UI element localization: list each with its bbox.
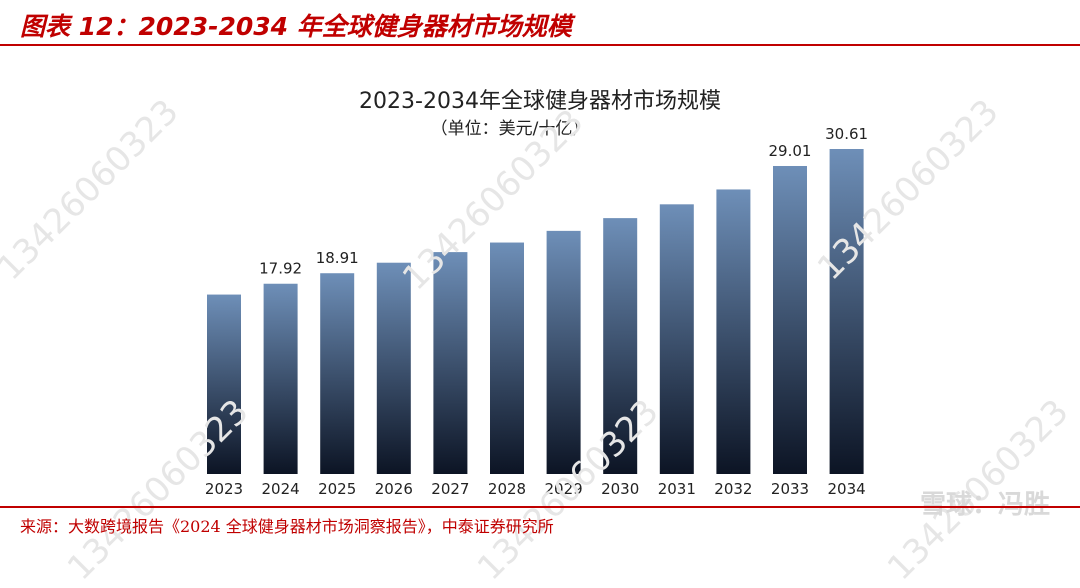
x-tick-label-2034: 2034 bbox=[828, 480, 866, 498]
bar-2023 bbox=[207, 294, 241, 474]
x-tick-label-2027: 2027 bbox=[431, 480, 469, 498]
x-tick-label-2031: 2031 bbox=[658, 480, 696, 498]
data-label-2024: 17.92 bbox=[259, 260, 302, 278]
bar-2034 bbox=[829, 149, 864, 474]
bar-2024 bbox=[263, 283, 298, 474]
figure-title: 图表 12：2023-2034 年全球健身器材市场规模 bbox=[20, 12, 572, 41]
x-tick-label-2033: 2033 bbox=[771, 480, 809, 498]
data-label-2033: 29.01 bbox=[769, 142, 812, 160]
x-tick-label-2030: 2030 bbox=[601, 480, 639, 498]
x-tick-label-2029: 2029 bbox=[545, 480, 583, 498]
data-labels: 17.92 18.91 29.01 30.61 bbox=[259, 125, 868, 278]
bar-2029 bbox=[546, 230, 581, 474]
chart-subtitle: （单位：美元/十亿） bbox=[431, 119, 590, 139]
x-tick-label-2023: 2023 bbox=[205, 480, 243, 498]
x-tick-label-2032: 2032 bbox=[714, 480, 752, 498]
figure-header: 图表 12：2023-2034 年全球健身器材市场规模 bbox=[0, 0, 1080, 46]
figure-footer: 来源：大数跨境报告《2024 全球健身器材市场洞察报告》，中泰证券研究所 bbox=[0, 506, 1080, 539]
bar-2030 bbox=[603, 218, 638, 474]
bar-2025 bbox=[320, 273, 355, 474]
x-axis-labels: 2023 2024 2025 2026 2027 2028 2029 2030 2031 2032… bbox=[205, 480, 866, 498]
bar-2033 bbox=[773, 165, 807, 474]
x-tick-label-2028: 2028 bbox=[488, 480, 526, 498]
data-label-2025: 18.91 bbox=[316, 249, 359, 267]
bar-2026 bbox=[376, 262, 411, 474]
bar-2032 bbox=[716, 189, 751, 475]
brand-watermark: 雪球：冯胜 bbox=[919, 490, 1050, 520]
bar-2031 bbox=[659, 204, 694, 474]
data-label-2034: 30.61 bbox=[825, 125, 868, 143]
x-tick-label-2024: 2024 bbox=[262, 480, 300, 498]
chart-area: 2023-2034年全球健身器材市场规模 （单位：美元/十亿） 2023 2024… bbox=[0, 46, 1080, 506]
bar-chart: 2023-2034年全球健身器材市场规模 （单位：美元/十亿） 2023 2024… bbox=[205, 89, 868, 498]
bar-2027 bbox=[433, 252, 468, 474]
bar-2028 bbox=[490, 242, 524, 474]
source-note: 来源：大数跨境报告《2024 全球健身器材市场洞察报告》，中泰证券研究所 bbox=[20, 517, 554, 536]
chart-title: 2023-2034年全球健身器材市场规模 bbox=[359, 89, 721, 114]
x-tick-label-2026: 2026 bbox=[375, 480, 413, 498]
x-tick-label-2025: 2025 bbox=[318, 480, 356, 498]
bars-group bbox=[207, 149, 864, 475]
